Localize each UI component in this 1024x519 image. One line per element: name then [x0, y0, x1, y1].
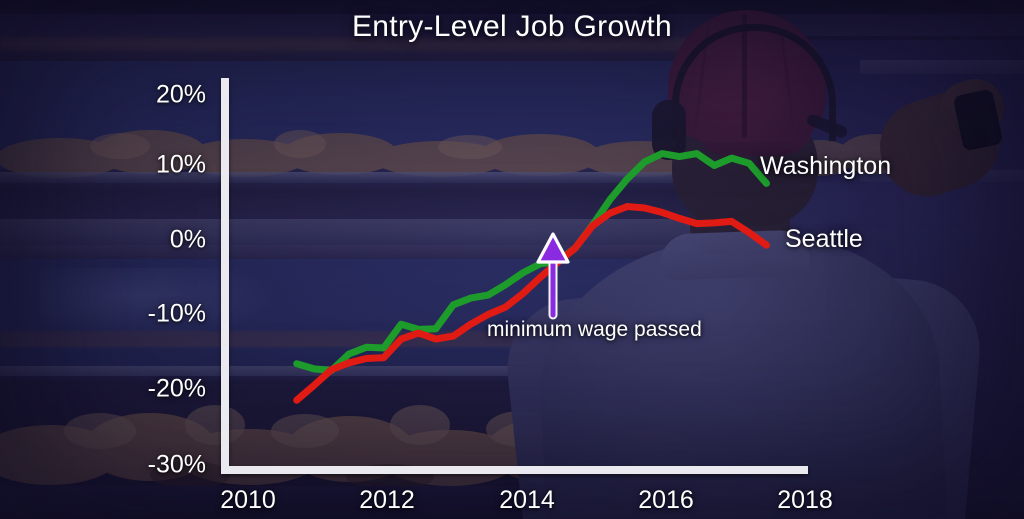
x-tick-2012: 2012 [359, 486, 415, 514]
x-tick-2014: 2014 [499, 486, 555, 514]
annotation-minimum-wage: minimum wage passed [487, 318, 702, 341]
x-tick-2018: 2018 [777, 486, 833, 514]
series-lines [293, 150, 770, 404]
y-tick-neg30: -30% [147, 450, 206, 479]
chart-title: Entry-Level Job Growth [351, 10, 673, 43]
y-tick-neg20: -20% [147, 374, 206, 403]
line-seattle [293, 203, 770, 404]
y-tick-10: 10% [155, 150, 206, 179]
y-tick-20: 20% [155, 80, 206, 109]
y-tick-neg10: -10% [147, 299, 206, 328]
series-label-seattle: Seattle [785, 225, 863, 253]
y-tick-0: 0% [169, 225, 206, 254]
chart-axes [221, 78, 808, 474]
line-washington [293, 150, 770, 374]
x-tick-2016: 2016 [638, 486, 694, 514]
x-tick-2010: 2010 [220, 486, 276, 514]
minimum-wage-arrow [536, 232, 570, 320]
series-label-washington: Washington [760, 152, 892, 180]
